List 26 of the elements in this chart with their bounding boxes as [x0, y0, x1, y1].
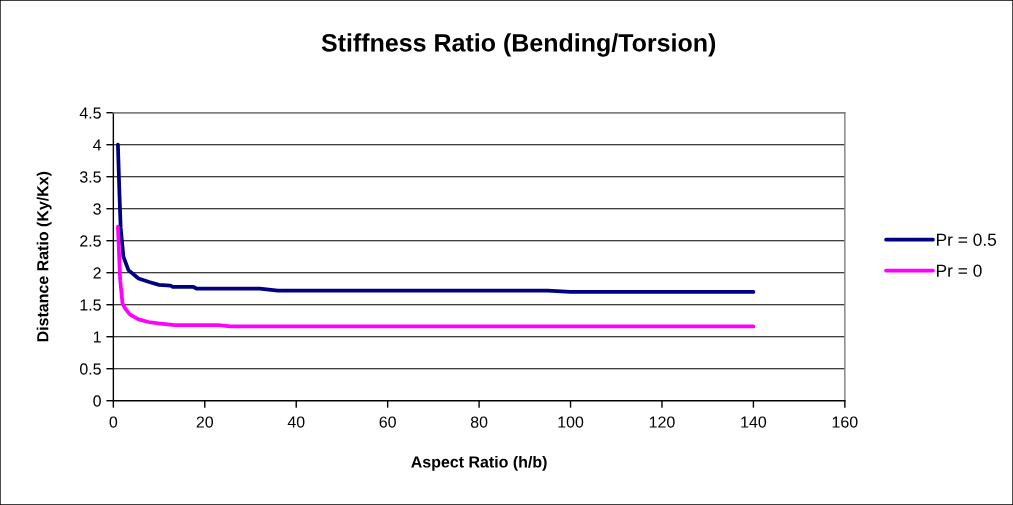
- y-tick-label: 2.5: [80, 235, 101, 247]
- y-tick-label: 1: [93, 331, 101, 343]
- y-axis-title: Distance Ratio (Ky/Kx): [36, 171, 52, 342]
- x-tick-label: 120: [649, 416, 675, 428]
- x-tick-label: 100: [558, 416, 584, 428]
- legend-label: Pr = 0.5: [936, 233, 997, 246]
- y-tick-label: 2: [93, 267, 101, 279]
- x-tick-label: 160: [832, 416, 858, 428]
- line-series: [116, 224, 756, 329]
- y-tick-label: 3.5: [79, 171, 101, 183]
- y-tick-label: 1.5: [80, 299, 101, 311]
- line-series: [116, 142, 756, 294]
- x-tick-label: 60: [379, 416, 396, 428]
- y-tick-label: 4.5: [79, 107, 101, 119]
- y-tick-label: 4: [93, 139, 102, 151]
- x-tick-label: 140: [741, 416, 767, 428]
- x-tick-label: 20: [196, 416, 214, 428]
- x-tick-label: 0: [109, 416, 118, 428]
- legend-label: Pr = 0: [936, 264, 982, 277]
- x-tick-label: 40: [287, 416, 305, 428]
- y-tick-label: 3: [93, 203, 101, 215]
- x-tick-label: 80: [470, 416, 488, 428]
- y-tick-label: 0.5: [79, 363, 101, 375]
- y-tick-label: 0: [93, 395, 101, 407]
- chart-title: Stiffness Ratio (Bending/Torsion): [321, 33, 716, 57]
- x-axis-title: Aspect Ratio (h/b): [411, 455, 547, 471]
